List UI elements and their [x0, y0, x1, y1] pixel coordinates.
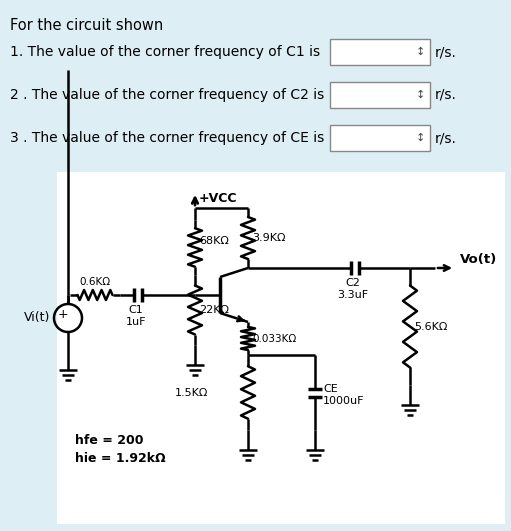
Text: hfe = 200: hfe = 200 — [75, 433, 144, 447]
Text: r/s.: r/s. — [435, 88, 457, 102]
Text: 5.6KΩ: 5.6KΩ — [414, 321, 447, 331]
Text: Vo(t): Vo(t) — [460, 253, 497, 266]
Text: 68KΩ: 68KΩ — [199, 236, 229, 246]
Text: 0.6KΩ: 0.6KΩ — [79, 277, 110, 287]
Bar — [57, 172, 505, 524]
Text: For the circuit shown: For the circuit shown — [10, 18, 163, 33]
Text: hie = 1.92kΩ: hie = 1.92kΩ — [75, 451, 166, 465]
Text: 3.9KΩ: 3.9KΩ — [252, 233, 286, 243]
Text: +VCC: +VCC — [199, 192, 238, 205]
Text: +: + — [58, 307, 68, 321]
Text: 1.5KΩ: 1.5KΩ — [175, 388, 208, 398]
Text: Vi(t): Vi(t) — [24, 312, 50, 324]
Bar — [330, 125, 430, 151]
Text: 2 . The value of the corner frequency of C2 is: 2 . The value of the corner frequency of… — [10, 88, 324, 102]
Bar — [330, 39, 430, 65]
Text: 3 . The value of the corner frequency of CE is: 3 . The value of the corner frequency of… — [10, 131, 324, 145]
Text: r/s.: r/s. — [435, 131, 457, 145]
Bar — [330, 82, 430, 108]
Text: CE
1000uF: CE 1000uF — [323, 384, 364, 406]
Text: 0.033KΩ: 0.033KΩ — [252, 333, 296, 344]
Text: C1
1uF: C1 1uF — [126, 305, 146, 327]
Text: 22KΩ: 22KΩ — [199, 305, 229, 315]
Text: ↕: ↕ — [415, 133, 425, 143]
Text: r/s.: r/s. — [435, 45, 457, 59]
Text: ↕: ↕ — [415, 47, 425, 57]
Text: 1. The value of the corner frequency of C1 is: 1. The value of the corner frequency of … — [10, 45, 320, 59]
Text: ↕: ↕ — [415, 90, 425, 100]
Text: C2
3.3uF: C2 3.3uF — [337, 278, 368, 299]
